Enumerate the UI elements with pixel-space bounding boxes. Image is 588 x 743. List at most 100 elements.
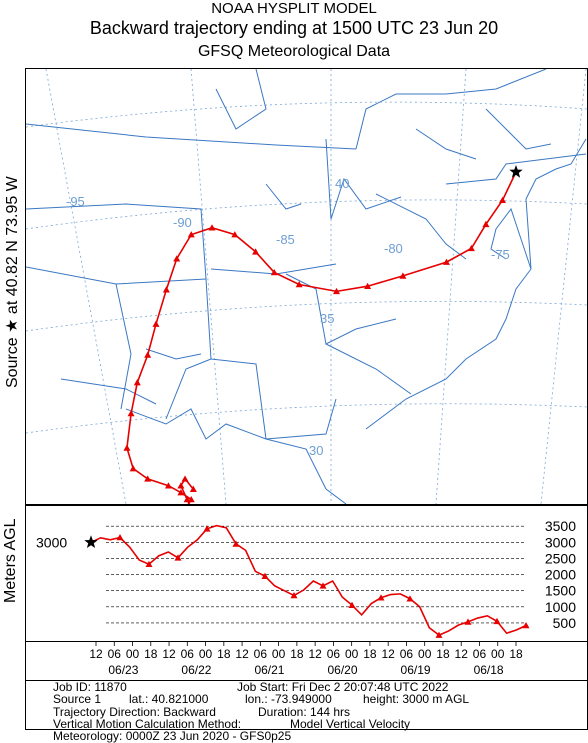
height-point — [232, 540, 240, 547]
time-axis-svg: 12 06 00 18 12 06 00 18 12 06 00 18 12 06 00 18 12 06 00 18… — [89, 642, 523, 677]
trajectory-point — [123, 444, 131, 451]
time-hour-label: 12 — [308, 647, 322, 661]
duration: Duration: 144 hrs — [258, 705, 351, 719]
height-tick-label: 1500 — [545, 583, 576, 599]
trajectory-point — [129, 465, 137, 472]
height-point — [348, 601, 356, 608]
trajectory-point — [364, 282, 372, 290]
time-hour-label: 00 — [491, 647, 505, 661]
state-borders — [26, 69, 587, 504]
time-hour-label: 12 — [89, 647, 103, 661]
trajectory-point — [173, 255, 181, 262]
trajectory-point — [499, 196, 507, 204]
source-height-star — [84, 535, 98, 548]
chart-subtitle: GFSQ Meteorological Data — [197, 43, 391, 60]
height-tick-label: 2500 — [545, 550, 576, 566]
time-hour-label: 18 — [144, 647, 158, 661]
map-svg: -95 -90 -85 -80 -75 40 35 30 — [26, 69, 587, 504]
height-point — [319, 582, 327, 589]
meteorology: Meteorology: 0000Z 23 Jun 2020 - GFS0p25 — [53, 729, 292, 743]
job-id: Job ID: 11870 — [53, 680, 127, 694]
lon-label: -80 — [384, 241, 403, 256]
time-hour-label: 06 — [254, 647, 268, 661]
trajectory-map: -95 -90 -85 -80 -75 40 35 30 — [25, 68, 588, 505]
trajectory-layer — [123, 165, 523, 504]
trajectory-point — [187, 231, 195, 238]
height-point — [435, 631, 443, 638]
trajectory-point — [177, 489, 185, 496]
time-hour-label: 18 — [509, 647, 523, 661]
time-hour-label: 12 — [235, 647, 249, 661]
trajectory-point — [177, 482, 185, 489]
trajectory-point — [183, 495, 191, 503]
trajectory-direction: Trajectory Direction: Backward — [53, 705, 216, 719]
chart-title: Backward trajectory ending at 1500 UTC 2… — [89, 18, 499, 38]
date-label: 06/18 — [474, 663, 504, 677]
trajectory-point — [133, 379, 141, 386]
trajectory-point — [482, 220, 490, 228]
height-tick-label: 1000 — [545, 599, 576, 615]
trajectory-point — [231, 231, 239, 238]
lat-lon-grid — [26, 69, 587, 504]
trajectory-point — [127, 409, 135, 417]
time-hour-label: 18 — [436, 647, 450, 661]
source-lat: lat.: 40.821000 — [129, 692, 209, 706]
time-hour-label: 06 — [108, 647, 122, 661]
height-point — [464, 618, 472, 625]
height-point — [145, 560, 153, 568]
time-hour-label: 12 — [455, 647, 469, 661]
time-hour-label: 00 — [345, 647, 359, 661]
time-hour-label: 06 — [327, 647, 341, 661]
lat-label: 35 — [320, 311, 334, 326]
trajectory-point — [252, 248, 260, 255]
lat-label: 30 — [309, 443, 323, 458]
trajectory-point — [333, 287, 341, 295]
height-line — [90, 524, 527, 637]
time-hour-label: 06 — [400, 647, 414, 661]
trajectory-point — [181, 475, 189, 482]
trajectory-point — [144, 475, 152, 482]
time-hour-label: 18 — [217, 647, 231, 661]
height-point — [116, 534, 124, 541]
time-hour-label: 06 — [181, 647, 195, 661]
y-axis-label: Meters AGL — [2, 518, 19, 603]
trajectory-point — [164, 482, 172, 489]
trajectory-point — [399, 272, 407, 279]
time-hour-label: 00 — [272, 647, 286, 661]
time-hour-label: 18 — [363, 647, 377, 661]
trajectory-point — [295, 280, 303, 288]
height-point — [377, 594, 385, 601]
time-hour-label: 06 — [473, 647, 487, 661]
height-timeseries: 3500 3000 2500 2000 1500 1000 500 3000 — [25, 505, 588, 642]
height-line-layer: 3000 — [36, 524, 530, 638]
chart-title-line1: NOAA HYSPLIT MODEL — [211, 0, 377, 17]
trajectory-point — [467, 244, 475, 252]
vertical-method: Vertical Motion Calculation Method: — [53, 717, 242, 731]
lon-label: -85 — [276, 232, 295, 247]
date-label: 06/20 — [328, 663, 358, 677]
time-axis: 12 06 00 18 12 06 00 18 12 06 00 18 12 06 00 18 12 06 00 18… — [25, 641, 588, 681]
lon-label: -95 — [66, 194, 85, 209]
time-hour-label: 00 — [199, 647, 213, 661]
height-tick-label: 3000 — [545, 534, 576, 550]
date-label: 06/19 — [401, 663, 431, 677]
job-start: Job Start: Fri Dec 2 20:07:48 UTC 2022 — [237, 680, 449, 694]
height-tick-label: 3500 — [545, 518, 576, 534]
run-info-panel: Job ID: 11870 Job Start: Fri Dec 2 20:07… — [25, 680, 588, 743]
height-gridlines — [106, 525, 526, 624]
lon-label: -90 — [173, 215, 192, 230]
trajectory-point — [152, 320, 160, 327]
trajectory-point — [442, 258, 450, 265]
source-height-label: 3000 — [36, 534, 67, 550]
trajectory-point — [270, 268, 278, 276]
time-hour-label: 00 — [126, 647, 140, 661]
vertical-method-value: Model Vertical Velocity — [290, 717, 411, 731]
source-id: Source 1 — [53, 692, 102, 706]
time-hour-label: 00 — [418, 647, 432, 661]
height-point — [290, 592, 298, 599]
height-point — [174, 554, 182, 561]
source-star-marker — [509, 165, 523, 178]
height-point — [406, 595, 414, 602]
